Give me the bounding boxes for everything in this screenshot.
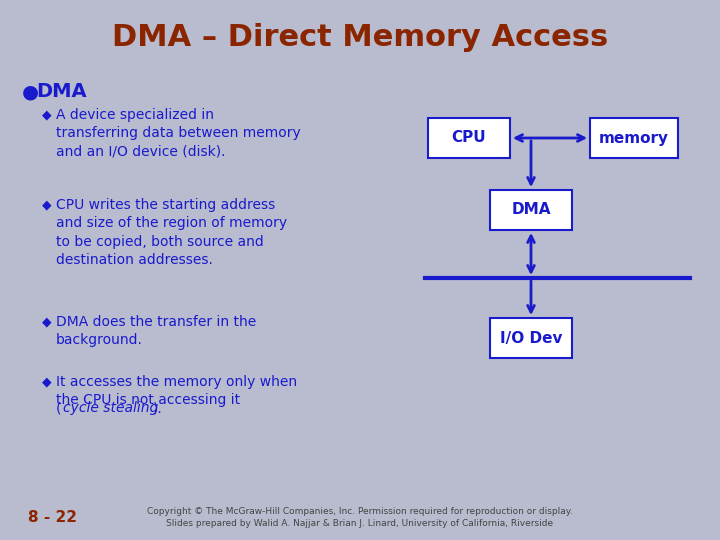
Text: ◆: ◆: [42, 315, 52, 328]
Text: cycle stealing: cycle stealing: [63, 401, 158, 415]
Text: DMA does the transfer in the
background.: DMA does the transfer in the background.: [56, 315, 256, 347]
Text: (: (: [56, 401, 61, 415]
Text: 8 - 22: 8 - 22: [28, 510, 77, 525]
Text: ).: ).: [153, 401, 163, 415]
FancyBboxPatch shape: [428, 118, 510, 158]
Text: Slides prepared by Walid A. Najjar & Brian J. Linard, University of California, : Slides prepared by Walid A. Najjar & Bri…: [166, 519, 554, 529]
Text: Copyright © The McGraw-Hill Companies, Inc. Permission required for reproduction: Copyright © The McGraw-Hill Companies, I…: [147, 507, 573, 516]
Text: memory: memory: [599, 131, 669, 145]
Text: CPU writes the starting address
and size of the region of memory
to be copied, b: CPU writes the starting address and size…: [56, 198, 287, 267]
FancyBboxPatch shape: [490, 190, 572, 230]
Text: DMA: DMA: [511, 202, 551, 218]
Text: It accesses the memory only when
the CPU is not accessing it: It accesses the memory only when the CPU…: [56, 375, 297, 407]
Text: ◆: ◆: [42, 198, 52, 211]
Text: DMA: DMA: [36, 82, 86, 101]
FancyBboxPatch shape: [490, 318, 572, 358]
FancyBboxPatch shape: [590, 118, 678, 158]
Text: A device specialized in
transferring data between memory
and an I/O device (disk: A device specialized in transferring dat…: [56, 108, 301, 159]
Text: CPU: CPU: [451, 131, 486, 145]
Text: ●: ●: [22, 82, 39, 101]
Text: ◆: ◆: [42, 108, 52, 121]
Text: I/O Dev: I/O Dev: [500, 330, 562, 346]
Text: DMA – Direct Memory Access: DMA – Direct Memory Access: [112, 24, 608, 52]
Text: ◆: ◆: [42, 375, 52, 388]
